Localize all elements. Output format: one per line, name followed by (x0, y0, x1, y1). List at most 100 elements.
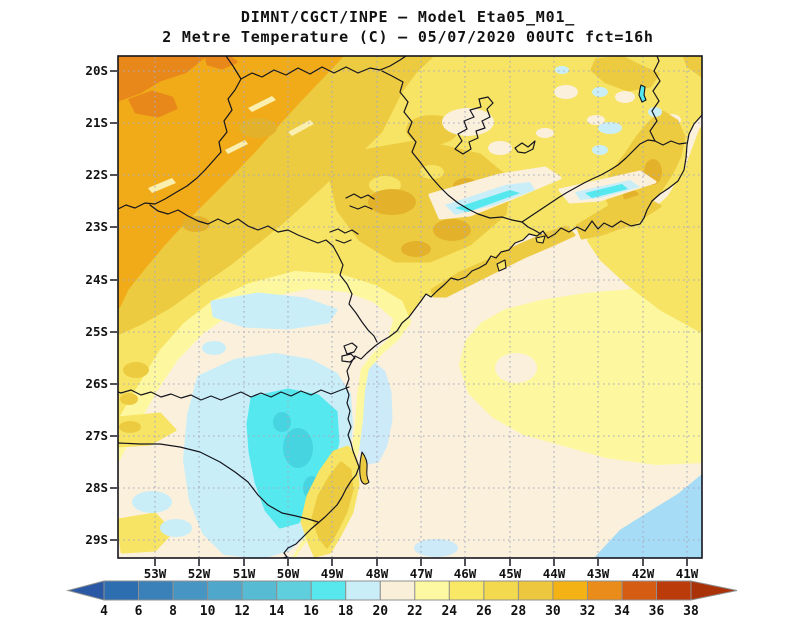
state-border-pr-sc (118, 386, 350, 401)
lon-label: 50W (277, 566, 300, 581)
colorbar-tick: 22 (407, 604, 423, 618)
colorbar-tick: 34 (614, 604, 630, 618)
valley-brightcyan (585, 184, 628, 198)
cream-spot (554, 85, 578, 99)
lat-label: 26S (85, 376, 108, 391)
cold-core-spot (283, 428, 313, 468)
cream-spot (587, 115, 605, 125)
cold-lake (638, 84, 647, 103)
furnas-reservoir-outline (454, 96, 494, 155)
colorbar-tick: 16 (303, 604, 319, 618)
colorbar-segment (414, 580, 450, 601)
colorbar-tick: 4 (100, 604, 108, 618)
map-outlines (118, 56, 702, 558)
ilhabela-island (496, 259, 507, 272)
lon-label: 45W (499, 566, 522, 581)
cream-spot (442, 108, 494, 136)
colorbar-segment (241, 580, 278, 601)
cool-spot (648, 107, 662, 117)
coastline (282, 114, 702, 558)
colorbar-segment (379, 580, 416, 601)
florianopolis-island (359, 451, 370, 485)
lat-label: 20S (85, 63, 108, 78)
amber-mottle (368, 189, 416, 215)
cream-spot (488, 141, 512, 155)
colorbar-tick: 6 (135, 604, 143, 618)
valley-streak (148, 178, 176, 193)
ocean-cool-hole (495, 353, 537, 383)
colorbar-tick: 32 (580, 604, 596, 618)
lon-label: 48W (366, 566, 389, 581)
region-gold-sc-coast (311, 461, 354, 549)
grid-lines (118, 56, 702, 558)
state-border-mg-es (649, 56, 661, 142)
colorbar-tick: 10 (200, 604, 216, 618)
chart-subtitle: 2 Metre Temperature (C) – 05/07/2020 00U… (162, 28, 654, 46)
lat-label: 24S (85, 272, 108, 287)
lat-label: 25S (85, 324, 108, 339)
warm-patch-sw (118, 512, 174, 554)
colorbar-segment (483, 580, 519, 601)
paranagua-bay (341, 353, 356, 363)
colorbar-segment (172, 580, 209, 601)
colorbar-tick: 18 (338, 604, 354, 618)
chart-title: DIMNT/CGCT/INPE – Model Eta05_M01_ (241, 8, 575, 26)
state-border-rio-grande (240, 56, 407, 80)
colorbar-tick: 26 (476, 604, 492, 618)
ilha-grande-island (535, 235, 546, 244)
cool-band-parana (210, 292, 338, 330)
colorbar: 4 6 8 10 12 14 16 18 20 22 24 26 28 30 3… (66, 580, 738, 618)
lat-label: 23S (85, 219, 108, 234)
cold-core-spot (273, 412, 291, 432)
river-squiggle (345, 193, 375, 200)
cream-spot (536, 128, 554, 138)
river-squiggle (335, 239, 352, 244)
gold-patch (590, 56, 660, 92)
colorbar-above-arrow (690, 580, 738, 601)
colorbar-segment (587, 580, 623, 601)
state-border-parana-river (118, 56, 242, 210)
colorbar-below-arrow (66, 580, 105, 601)
amber-mottle (401, 241, 431, 257)
lat-label: 21S (85, 115, 108, 130)
valley-streak (288, 120, 314, 136)
colorbar-tick: 24 (441, 604, 457, 618)
region-orange-corner (118, 56, 207, 102)
gold-patch (119, 421, 141, 433)
colorbar-segment (345, 580, 381, 601)
axis-ticks (110, 70, 688, 566)
gold-patch (123, 362, 149, 378)
river-squiggle (329, 228, 359, 235)
lon-label: 44W (543, 566, 566, 581)
lon-label: 51W (233, 566, 256, 581)
lon-label: 49W (321, 566, 344, 581)
gold-patch (682, 56, 702, 78)
map-frame (117, 55, 703, 559)
latitude-axis: 20S 21S 22S 23S 24S 25S 26S 27S 28S 29S (85, 63, 108, 547)
lon-label: 41W (676, 566, 699, 581)
lat-label: 28S (85, 480, 108, 495)
lon-label: 46W (454, 566, 477, 581)
region-amber-nw (118, 56, 343, 308)
colorbar-segment (552, 580, 589, 601)
lon-label: 52W (188, 566, 211, 581)
state-border-sp-rj (521, 221, 542, 235)
lon-label: 42W (632, 566, 655, 581)
valley-streak (248, 96, 276, 112)
ocean-mild-region (459, 288, 702, 465)
reservoir-outline (514, 140, 536, 154)
amber-mottle (182, 216, 210, 232)
colorbar-segment (310, 580, 347, 601)
state-border-mantiqueira (381, 70, 523, 223)
lat-label: 29S (85, 532, 108, 547)
colorbar-segment (138, 580, 174, 601)
gold-patch (120, 393, 138, 405)
amber-mottle (239, 118, 277, 138)
state-border-sc-rs (118, 442, 319, 523)
state-border-mg-rj (521, 139, 687, 223)
river-squiggle (349, 205, 373, 210)
colorbar-segment (448, 580, 485, 601)
colorbar-segment (207, 580, 243, 601)
cool-spot (592, 145, 608, 155)
